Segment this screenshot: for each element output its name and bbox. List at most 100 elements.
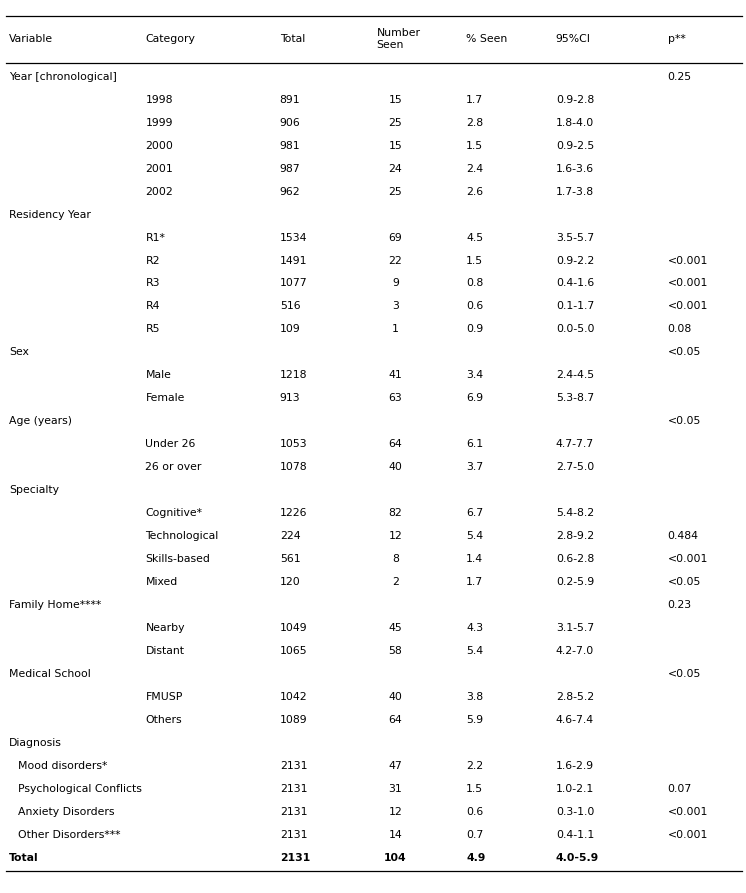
Text: 31: 31 xyxy=(389,784,402,794)
Text: <0.001: <0.001 xyxy=(668,830,708,839)
Text: 3.7: 3.7 xyxy=(466,463,483,472)
Text: 1218: 1218 xyxy=(280,371,307,380)
Text: 1.6-3.6: 1.6-3.6 xyxy=(556,163,594,173)
Text: Sex: Sex xyxy=(9,347,29,357)
Text: Variable: Variable xyxy=(9,34,53,45)
Text: 1226: 1226 xyxy=(280,508,307,518)
Text: 4.0-5.9: 4.0-5.9 xyxy=(556,853,599,863)
Text: 41: 41 xyxy=(389,371,402,380)
Text: 2.8-9.2: 2.8-9.2 xyxy=(556,531,594,541)
Text: 3.8: 3.8 xyxy=(466,692,483,702)
Text: 0.4-1.6: 0.4-1.6 xyxy=(556,279,594,288)
Text: R5: R5 xyxy=(145,324,160,334)
Text: <0.001: <0.001 xyxy=(668,302,708,312)
Text: 1078: 1078 xyxy=(280,463,307,472)
Text: 2.8-5.2: 2.8-5.2 xyxy=(556,692,594,702)
Text: 0.9-2.5: 0.9-2.5 xyxy=(556,141,594,151)
Text: 2001: 2001 xyxy=(145,163,173,173)
Text: 69: 69 xyxy=(389,232,402,243)
Text: 24: 24 xyxy=(389,163,402,173)
Text: Skills-based: Skills-based xyxy=(145,555,210,564)
Text: 9: 9 xyxy=(392,279,399,288)
Text: 1049: 1049 xyxy=(280,623,307,633)
Text: Residency Year: Residency Year xyxy=(9,210,91,220)
Text: R3: R3 xyxy=(145,279,160,288)
Text: 1.5: 1.5 xyxy=(466,784,483,794)
Text: 962: 962 xyxy=(280,187,301,196)
Text: 5.4: 5.4 xyxy=(466,646,483,656)
Text: FMUSP: FMUSP xyxy=(145,692,183,702)
Text: <0.05: <0.05 xyxy=(668,416,701,426)
Text: 3.5-5.7: 3.5-5.7 xyxy=(556,232,594,243)
Text: Total: Total xyxy=(280,34,305,45)
Text: 1.7-3.8: 1.7-3.8 xyxy=(556,187,594,196)
Text: 26 or over: 26 or over xyxy=(145,463,202,472)
Text: 2131: 2131 xyxy=(280,784,307,794)
Text: R2: R2 xyxy=(145,255,160,265)
Text: 1065: 1065 xyxy=(280,646,307,656)
Text: 2.4-4.5: 2.4-4.5 xyxy=(556,371,594,380)
Text: Age (years): Age (years) xyxy=(9,416,72,426)
Text: 0.6: 0.6 xyxy=(466,806,483,817)
Text: 0.25: 0.25 xyxy=(668,71,692,82)
Text: 3.4: 3.4 xyxy=(466,371,483,380)
Text: 6.1: 6.1 xyxy=(466,439,483,449)
Text: 1: 1 xyxy=(392,324,399,334)
Text: 8: 8 xyxy=(392,555,399,564)
Text: p**: p** xyxy=(668,34,686,45)
Text: 561: 561 xyxy=(280,555,301,564)
Text: 4.7-7.7: 4.7-7.7 xyxy=(556,439,594,449)
Text: <0.001: <0.001 xyxy=(668,255,708,265)
Text: Other Disorders***: Other Disorders*** xyxy=(18,830,120,839)
Text: 95%CI: 95%CI xyxy=(556,34,591,45)
Text: 1.4: 1.4 xyxy=(466,555,483,564)
Text: Total: Total xyxy=(9,853,39,863)
Text: 58: 58 xyxy=(389,646,402,656)
Text: R1*: R1* xyxy=(145,232,166,243)
Text: 15: 15 xyxy=(389,141,402,151)
Text: Medical School: Medical School xyxy=(9,669,91,679)
Text: 3: 3 xyxy=(392,302,399,312)
Text: Cognitive*: Cognitive* xyxy=(145,508,202,518)
Text: 2131: 2131 xyxy=(280,853,310,863)
Text: 22: 22 xyxy=(389,255,402,265)
Text: 0.8: 0.8 xyxy=(466,279,483,288)
Text: 0.23: 0.23 xyxy=(668,600,692,610)
Text: Family Home****: Family Home**** xyxy=(9,600,101,610)
Text: Under 26: Under 26 xyxy=(145,439,196,449)
Text: 224: 224 xyxy=(280,531,301,541)
Text: 4.9: 4.9 xyxy=(466,853,486,863)
Text: 6.9: 6.9 xyxy=(466,393,483,404)
Text: 40: 40 xyxy=(389,463,402,472)
Text: 0.08: 0.08 xyxy=(668,324,692,334)
Text: 987: 987 xyxy=(280,163,301,173)
Text: 3.1-5.7: 3.1-5.7 xyxy=(556,623,594,633)
Text: 1998: 1998 xyxy=(145,95,173,104)
Text: 1042: 1042 xyxy=(280,692,307,702)
Text: 0.9-2.8: 0.9-2.8 xyxy=(556,95,594,104)
Text: 0.3-1.0: 0.3-1.0 xyxy=(556,806,594,817)
Text: Diagnosis: Diagnosis xyxy=(9,738,62,747)
Text: Mixed: Mixed xyxy=(145,577,178,587)
Text: 2.7-5.0: 2.7-5.0 xyxy=(556,463,594,472)
Text: Number
Seen: Number Seen xyxy=(377,28,421,51)
Text: % Seen: % Seen xyxy=(466,34,507,45)
Text: <0.05: <0.05 xyxy=(668,347,701,357)
Text: 63: 63 xyxy=(389,393,402,404)
Text: 0.6-2.8: 0.6-2.8 xyxy=(556,555,594,564)
Text: 0.4-1.1: 0.4-1.1 xyxy=(556,830,594,839)
Text: 12: 12 xyxy=(389,806,402,817)
Text: 1.8-4.0: 1.8-4.0 xyxy=(556,118,594,128)
Text: 1053: 1053 xyxy=(280,439,307,449)
Text: 0.9-2.2: 0.9-2.2 xyxy=(556,255,594,265)
Text: 0.7: 0.7 xyxy=(466,830,483,839)
Text: 109: 109 xyxy=(280,324,301,334)
Text: 47: 47 xyxy=(389,761,402,771)
Text: <0.001: <0.001 xyxy=(668,806,708,817)
Text: 2: 2 xyxy=(392,577,399,587)
Text: 5.9: 5.9 xyxy=(466,715,483,725)
Text: 40: 40 xyxy=(389,692,402,702)
Text: 0.6: 0.6 xyxy=(466,302,483,312)
Text: 6.7: 6.7 xyxy=(466,508,483,518)
Text: 1089: 1089 xyxy=(280,715,307,725)
